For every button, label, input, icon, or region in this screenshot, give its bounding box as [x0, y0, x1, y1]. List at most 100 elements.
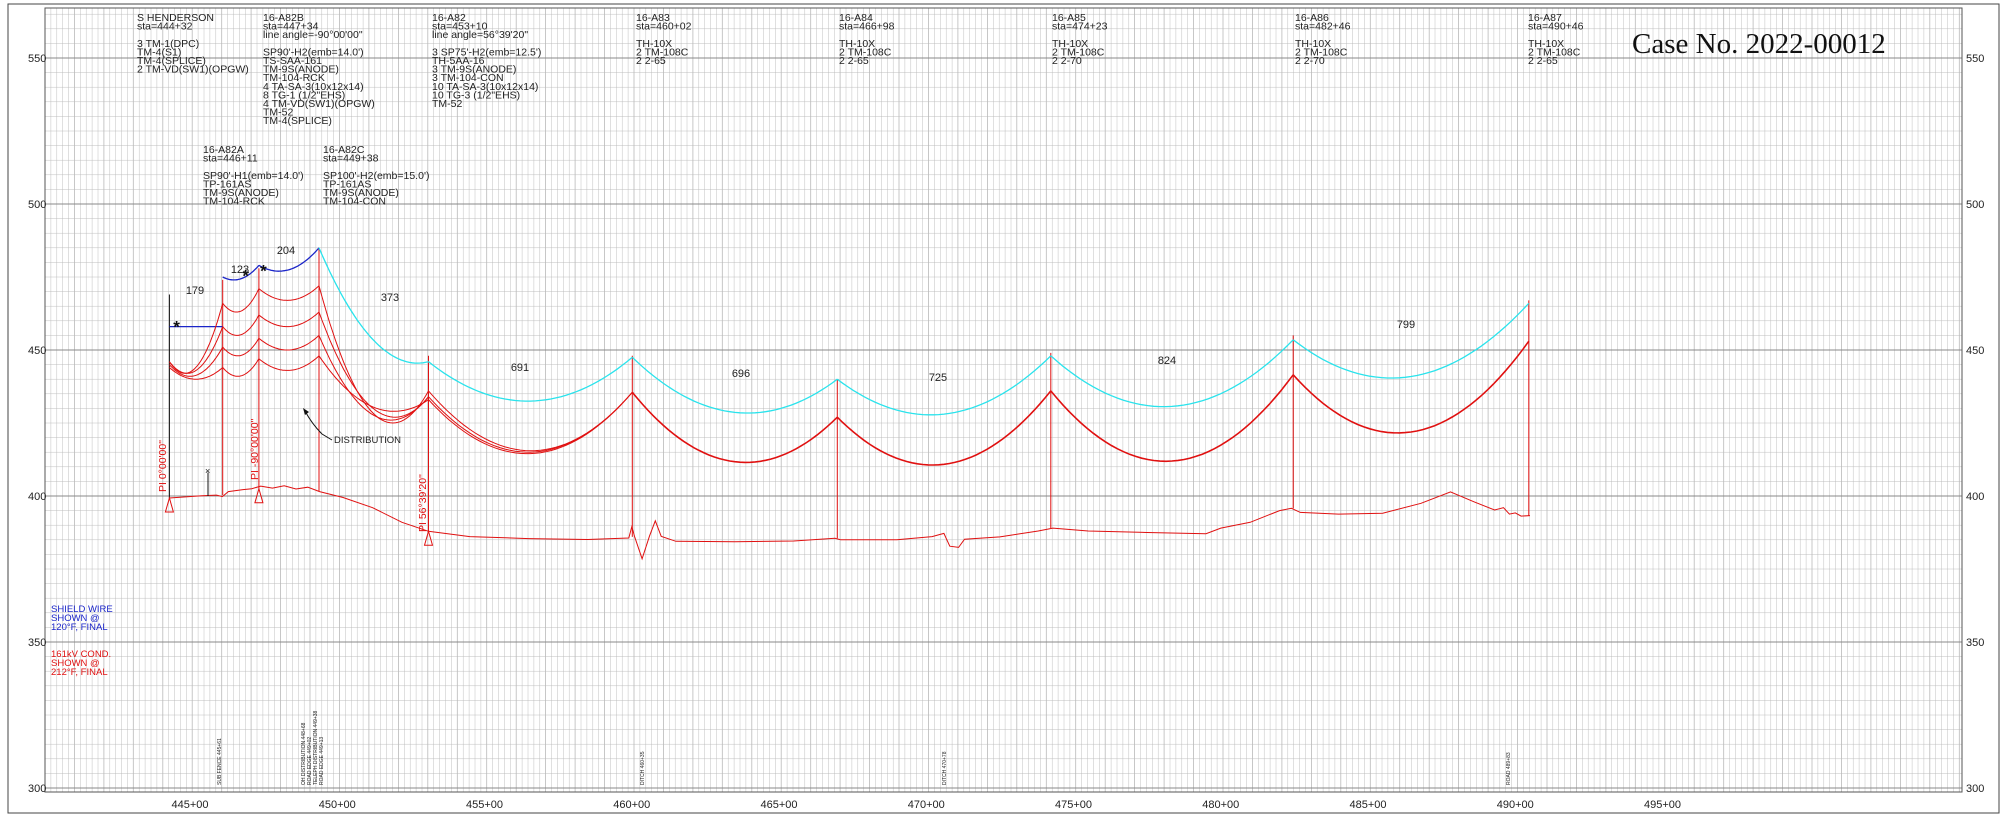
y-tick-label-right: 550	[1966, 53, 1984, 65]
y-tick-label-left: 300	[28, 783, 46, 795]
structures: ×	[164, 247, 1530, 546]
conductor-span	[258, 311, 320, 328]
structure-note-line: TM-9S(ANODE)	[263, 64, 339, 76]
structure-note-line: 2 2-70	[1295, 55, 1325, 67]
structure-note-line: 16-A82	[432, 12, 466, 24]
structure-note-line: TS-SAA-161	[263, 55, 322, 67]
structure-note-line: TM-52	[263, 107, 293, 119]
structure-note-line: TM-4(SPLICE)	[137, 55, 206, 67]
structure-note-line: S HENDERSON	[137, 12, 214, 24]
structure-note-line: 2 2-65	[1528, 55, 1558, 67]
structure-note: 16-A83 sta=460+02 TH-10X 2 TM-108C 2 2-65	[636, 12, 692, 67]
conductor-span	[169, 346, 224, 377]
structure-note-line: 3 TM-1(DPC)	[137, 38, 199, 50]
crossing-label: ROAD EDGE 449+13	[319, 737, 325, 785]
span-labels: 179 123 204 373 691 696 725 824 799	[186, 245, 1415, 384]
ground-profile	[169, 485, 1531, 561]
shield-wire-span	[1292, 302, 1530, 379]
structure-note-line: 4 TM-VD(SW1)(OPGW)	[263, 98, 375, 110]
span-length-label: 725	[929, 372, 947, 384]
x-tick-label: 490+00	[1497, 799, 1534, 811]
crossing-label: OH DISTRIBUTION 448+68	[301, 722, 307, 785]
pi-angle-label: PI 56°39'20"	[417, 474, 429, 532]
legend-conductor-line: SHOWN @	[51, 658, 100, 669]
legend-shield-line: 120°F, FINAL	[51, 622, 108, 633]
structure-note-line: 10 TG-3 (1/2"EHS)	[432, 89, 520, 101]
conductor-span	[222, 314, 260, 336]
structure-note-line: 16-A83	[636, 12, 670, 24]
x-tick-label: 455+00	[466, 799, 503, 811]
structure-note-line: sta=482+46	[1295, 21, 1351, 33]
structure-note-line: SP100'-H2(emb=15.0')	[323, 170, 429, 182]
structure-note-line: 2 2-70	[1052, 55, 1082, 67]
conductor-span	[318, 285, 429, 424]
structure-note-line: sta=466+98	[839, 21, 895, 33]
structure-note: 16-A82A sta=446+11 SP90'-H1(emb=14.0') TP-1…	[203, 144, 304, 208]
span-length-label: 123	[231, 264, 249, 276]
conductor-span	[258, 355, 320, 371]
structure-note-line: 3 SP75'-H2(emb=12.5')	[432, 46, 541, 58]
structure-note-line: TM-52	[432, 98, 462, 110]
structure-note: 16-A82B sta=447+34 line angle=-90°00'00" SP…	[263, 12, 375, 127]
x-tick-label: 475+00	[1055, 799, 1092, 811]
y-tick-label-left: 450	[28, 345, 46, 357]
wires: * * *	[168, 247, 1530, 466]
span-length-label: 824	[1158, 355, 1176, 367]
structure-note-line: SP90'-H1(emb=14.0')	[203, 170, 304, 182]
pi-labels: PI 0°00'00" PI -90°00'00" PI 56°39'20"	[157, 418, 429, 532]
structure-note-line: 2 TM-108C	[1528, 46, 1581, 58]
conductor-span	[428, 391, 633, 455]
crossing-label: ROAD EDGE 449+02	[307, 737, 313, 785]
y-tick-label-right: 300	[1966, 783, 1984, 795]
sub-fence-x-icon: ×	[205, 466, 210, 476]
structure-note-line: sta=449+38	[323, 153, 379, 165]
structure-note-line: 16-A87	[1528, 12, 1562, 24]
y-tick-label-left: 350	[28, 637, 46, 649]
case-number: Case No. 2022-00012	[1632, 28, 1886, 60]
conductor-span	[222, 288, 260, 313]
attachment-asterisk-icon: *	[260, 261, 267, 280]
structure-note-line: 16-A82A	[203, 144, 244, 156]
conductor-span	[1292, 340, 1530, 434]
structure-note: 16-A85 sta=474+23 TH-10X 2 TM-108C 2 2-70	[1052, 12, 1108, 67]
legend-shield-line: SHOWN @	[51, 613, 100, 624]
y-tick-label-right: 500	[1966, 199, 1984, 211]
legend-shield-line: SHIELD WIRE	[51, 604, 113, 615]
x-axis-labels: 445+00 450+00 455+00 460+00 465+00 470+00 475+…	[171, 799, 1681, 811]
pi-angle-label: PI -90°00'00"	[249, 418, 261, 480]
structure-note-line: 2 2-65	[839, 55, 869, 67]
y-tick-label-right: 350	[1966, 637, 1984, 649]
conductor-span	[318, 335, 429, 421]
conductor-span	[169, 367, 224, 380]
span-length-label: 799	[1397, 319, 1415, 331]
conductor-span	[318, 355, 429, 412]
pi-angle-label: PI 0°00'00"	[157, 440, 169, 492]
crossing-label: SUB FENCE 445+61	[217, 738, 223, 785]
structure-note-line: sta=453+10	[432, 21, 488, 33]
structure-note-line: 2 TM-VD(SW1)(OPGW)	[137, 64, 249, 76]
structure-note-line: 10 TA-SA-3(10x12x14)	[432, 81, 538, 93]
y-axis-labels: 300 300 350 350 400 400 450 450 500 500 550 550	[28, 53, 1984, 795]
structure-note-line: TH-10X	[1295, 38, 1331, 50]
span-length-label: 696	[732, 368, 750, 380]
ground-line	[169, 485, 1531, 561]
y-tick-label-left: 550	[28, 53, 46, 65]
structure-note-line: 16-A84	[839, 12, 873, 24]
structure-note-line: sta=460+02	[636, 21, 692, 33]
conductor-span	[836, 390, 1052, 466]
structure-note-line: TM-104-RCK	[263, 72, 325, 84]
structure-note: 16-A87 sta=490+46 TH-10X 2 TM-108C 2 2-65	[1528, 12, 1584, 67]
conductor-span	[222, 358, 260, 377]
crossing-label: TELEPH DISTRIBUTION 449+38	[313, 710, 319, 785]
structure-note-line: 8 TG-1 (1/2"EHS)	[263, 89, 345, 101]
x-tick-label: 460+00	[613, 799, 650, 811]
shield-wire-span	[318, 247, 429, 364]
x-tick-label: 470+00	[908, 799, 945, 811]
x-tick-label: 495+00	[1644, 799, 1681, 811]
structure-note-line: line angle=56°39'20"	[432, 29, 528, 41]
span-length-label: 179	[186, 285, 204, 297]
conductor-span	[258, 335, 320, 351]
x-tick-label: 450+00	[319, 799, 356, 811]
